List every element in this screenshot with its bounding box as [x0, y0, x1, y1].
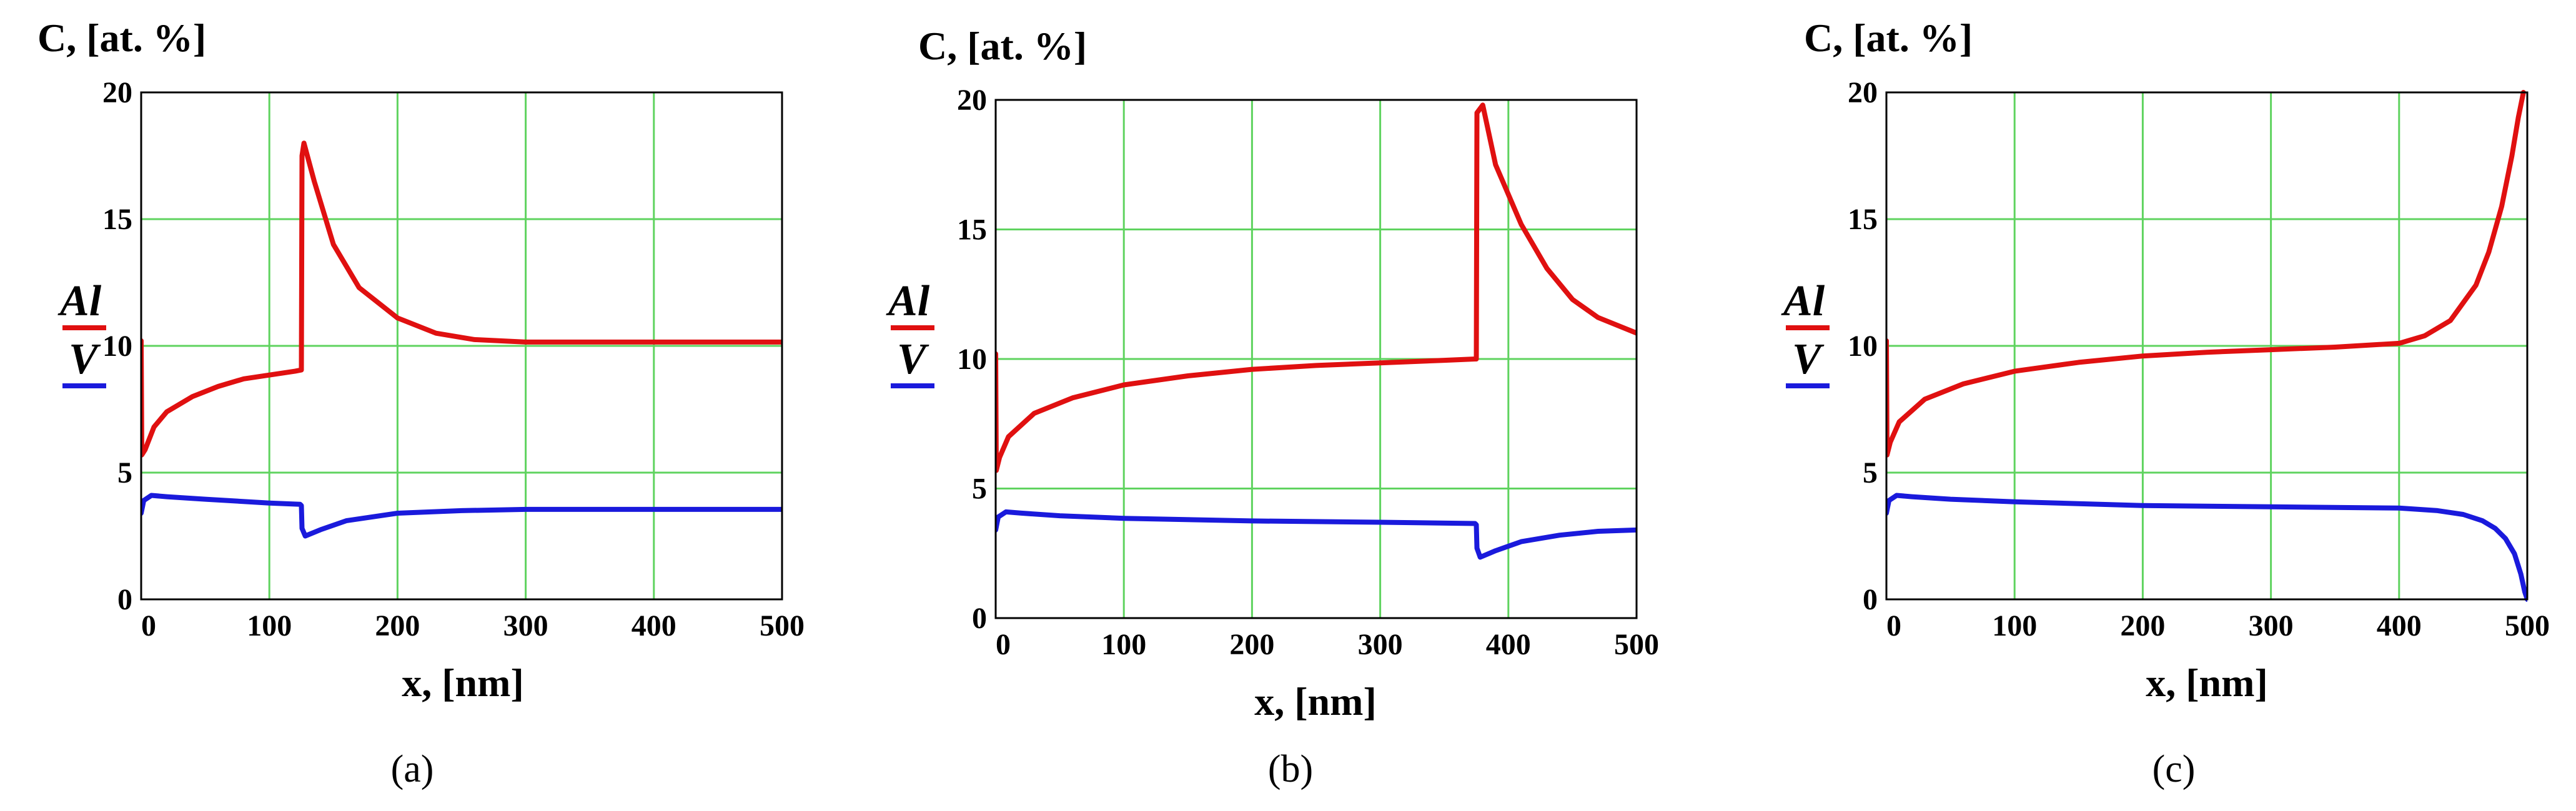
x-tick-label: 100 — [1101, 628, 1146, 661]
legend-swatch-v — [891, 383, 934, 388]
panel-caption: (a) — [391, 748, 434, 790]
legend-swatch-v — [62, 383, 106, 388]
y-tick-label: 10 — [102, 330, 132, 363]
panel-caption: (b) — [1268, 748, 1313, 790]
legend-swatch-al — [1786, 325, 1830, 330]
x-tick-label: 300 — [2249, 609, 2294, 642]
legend-label-v: V — [69, 335, 101, 383]
series-lines — [141, 140, 782, 539]
y-tick-label: 5 — [117, 456, 132, 489]
y-tick-label: 15 — [1848, 203, 1878, 236]
x-tick-labels: 0 100 200 300 400 500 — [996, 628, 1659, 661]
x-axis-label: x, [nm] — [2146, 661, 2268, 705]
x-axis-label: x, [nm] — [1254, 679, 1377, 724]
x-tick-label: 500 — [760, 609, 805, 642]
y-tick-label: 0 — [972, 602, 987, 635]
x-tick-label: 200 — [375, 609, 420, 642]
series-lines — [1886, 90, 2527, 602]
legend-label-v: V — [1792, 335, 1825, 383]
x-tick-label: 500 — [2505, 609, 2550, 642]
y-tick-label: 20 — [1848, 76, 1878, 109]
x-tick-labels: 0 100 200 300 400 500 — [141, 609, 805, 642]
x-tick-label: 100 — [247, 609, 292, 642]
x-tick-label: 200 — [2120, 609, 2165, 642]
y-tick-label: 0 — [117, 583, 132, 616]
plot-frame — [140, 91, 783, 601]
y-tick-label: 0 — [1863, 583, 1878, 616]
series-lines — [996, 102, 1637, 560]
grid-lines — [1886, 92, 2527, 599]
x-tick-label: 0 — [141, 609, 156, 642]
legend-swatch-v — [1786, 383, 1830, 388]
y-tick-label: 5 — [972, 473, 987, 506]
legend-swatch-al — [891, 325, 934, 330]
y-tick-label: 5 — [1863, 456, 1878, 489]
legend-label-al: Al — [57, 277, 102, 325]
grid-lines — [996, 100, 1637, 618]
legend-label-al: Al — [886, 277, 930, 325]
panel-caption: (c) — [2152, 748, 2196, 790]
x-tick-labels: 0 100 200 300 400 500 — [1886, 609, 2550, 642]
y-tick-labels: 0 5 10 15 20 — [1848, 76, 1878, 616]
x-tick-label: 0 — [996, 628, 1011, 661]
series-line-v — [1886, 493, 2527, 602]
series-line-al — [996, 102, 1637, 473]
legend-label-al: Al — [1781, 277, 1825, 325]
x-tick-label: 400 — [2377, 609, 2422, 642]
legend-label-v: V — [897, 335, 929, 383]
grid-lines — [141, 92, 782, 599]
x-tick-label: 300 — [503, 609, 548, 642]
series-line-al — [1886, 90, 2526, 458]
x-tick-label: 0 — [1886, 609, 1901, 642]
x-tick-label: 100 — [1992, 609, 2037, 642]
series-line-v — [141, 493, 782, 539]
x-axis-label: x, [nm] — [402, 661, 524, 705]
y-tick-labels: 0 5 10 15 20 — [102, 76, 132, 616]
y-tick-labels: 0 5 10 15 20 — [957, 84, 987, 635]
y-tick-label: 10 — [1848, 330, 1878, 363]
y-axis-label: C, [at. %] — [37, 16, 206, 60]
y-axis-label: C, [at. %] — [1804, 16, 1973, 60]
x-tick-label: 400 — [632, 609, 676, 642]
y-tick-label: 20 — [957, 84, 987, 117]
x-tick-label: 500 — [1614, 628, 1659, 661]
legend-swatch-al — [62, 325, 106, 330]
x-tick-label: 400 — [1486, 628, 1531, 661]
y-tick-label: 20 — [102, 76, 132, 109]
y-axis-label: C, [at. %] — [918, 24, 1087, 68]
plot-frame — [1885, 91, 2529, 601]
plot-frame — [994, 99, 1638, 619]
y-tick-label: 15 — [957, 214, 987, 247]
series-line-al — [141, 140, 782, 458]
series-line-v — [996, 509, 1637, 560]
x-tick-label: 300 — [1358, 628, 1403, 661]
y-tick-label: 10 — [957, 343, 987, 376]
y-tick-label: 15 — [102, 203, 132, 236]
x-tick-label: 200 — [1229, 628, 1274, 661]
